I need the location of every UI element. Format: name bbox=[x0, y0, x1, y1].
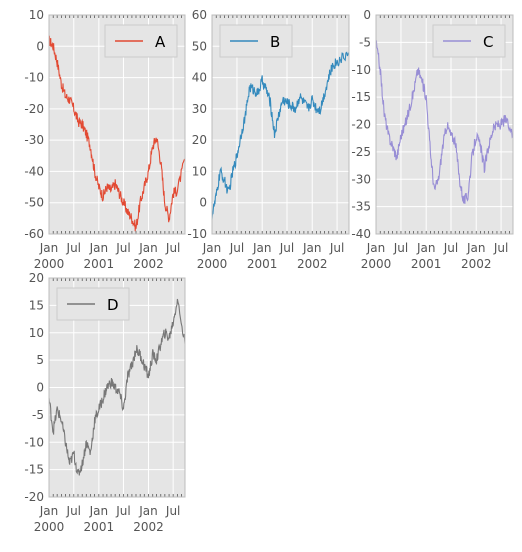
x-year-label-d: 2001 bbox=[84, 520, 115, 534]
x-tick-label-b: Jan bbox=[202, 241, 222, 255]
x-tick-label-c: Jan bbox=[366, 241, 386, 255]
x-tick-label-d: Jan bbox=[39, 504, 59, 518]
legend-label-d: D bbox=[107, 296, 119, 314]
y-tick-label-b: 10 bbox=[192, 164, 207, 178]
x-year-label-d: 2002 bbox=[133, 520, 164, 534]
x-tick-label-c: Jan bbox=[416, 241, 436, 255]
x-tick-label-a: Jan bbox=[89, 241, 109, 255]
x-tick-label-c: Jul bbox=[393, 241, 408, 255]
y-tick-label-c: -25 bbox=[351, 145, 371, 159]
y-tick-label-d: 15 bbox=[29, 298, 44, 312]
y-tick-label-d: -10 bbox=[24, 435, 44, 449]
y-tick-label-c: -20 bbox=[351, 118, 371, 132]
axes-frame-b bbox=[211, 14, 350, 235]
x-tick-label-a: Jan bbox=[39, 241, 59, 255]
legend-label-a: A bbox=[155, 33, 166, 51]
y-tick-label-b: 20 bbox=[192, 133, 207, 147]
y-tick-label-c: -35 bbox=[351, 200, 371, 214]
x-tick-label-b: Jan bbox=[302, 241, 322, 255]
y-tick-label-b: -10 bbox=[187, 227, 207, 241]
x-year-label-c: 2001 bbox=[411, 257, 442, 271]
y-tick-label-d: -5 bbox=[32, 408, 44, 422]
series-line-b bbox=[211, 51, 350, 220]
axes-frame-d bbox=[48, 277, 186, 498]
axes-frame-a bbox=[48, 14, 186, 235]
series-line-c bbox=[375, 40, 514, 204]
y-tick-label-b: 40 bbox=[192, 71, 207, 85]
x-tick-label-b: Jul bbox=[279, 241, 294, 255]
x-tick-label-c: Jan bbox=[466, 241, 486, 255]
x-tick-label-a: Jul bbox=[66, 241, 81, 255]
y-tick-label-c: 0 bbox=[363, 8, 371, 22]
y-tick-label-d: -20 bbox=[24, 490, 44, 504]
y-tick-label-a: -40 bbox=[24, 164, 44, 178]
x-tick-label-d: Jul bbox=[66, 504, 81, 518]
series-line-d bbox=[48, 298, 186, 476]
y-tick-label-a: 0 bbox=[36, 39, 44, 53]
x-tick-label-a: Jul bbox=[115, 241, 130, 255]
x-year-label-d: 2000 bbox=[34, 520, 65, 534]
x-year-label-c: 2000 bbox=[361, 257, 392, 271]
y-tick-label-a: -30 bbox=[24, 133, 44, 147]
x-tick-label-a: Jan bbox=[138, 241, 158, 255]
y-tick-label-c: -10 bbox=[351, 63, 371, 77]
y-tick-label-c: -40 bbox=[351, 227, 371, 241]
x-year-label-b: 2000 bbox=[197, 257, 228, 271]
y-tick-label-a: -50 bbox=[24, 196, 44, 210]
axes-frame-c bbox=[375, 14, 514, 235]
x-tick-label-d: Jan bbox=[138, 504, 158, 518]
y-tick-label-a: -60 bbox=[24, 227, 44, 241]
y-tick-label-d: 20 bbox=[29, 271, 44, 285]
y-tick-label-d: 5 bbox=[36, 353, 44, 367]
x-tick-label-c: Jul bbox=[443, 241, 458, 255]
y-tick-label-b: 0 bbox=[199, 196, 207, 210]
x-year-label-a: 2000 bbox=[34, 257, 65, 271]
y-tick-label-c: -5 bbox=[359, 35, 371, 49]
y-tick-label-b: 30 bbox=[192, 102, 207, 116]
y-tick-label-b: 50 bbox=[192, 39, 207, 53]
x-tick-label-d: Jan bbox=[89, 504, 109, 518]
y-tick-label-c: -15 bbox=[351, 90, 371, 104]
x-tick-label-c: Jul bbox=[493, 241, 508, 255]
y-tick-label-a: -10 bbox=[24, 71, 44, 85]
legend-label-c: C bbox=[483, 33, 493, 51]
y-tick-label-d: -15 bbox=[24, 463, 44, 477]
x-year-label-a: 2001 bbox=[84, 257, 115, 271]
y-tick-label-d: 10 bbox=[29, 326, 44, 340]
x-tick-label-d: Jul bbox=[115, 504, 130, 518]
x-year-label-c: 2002 bbox=[461, 257, 492, 271]
y-tick-label-a: -20 bbox=[24, 102, 44, 116]
x-tick-label-d: Jul bbox=[165, 504, 180, 518]
x-tick-label-b: Jul bbox=[229, 241, 244, 255]
x-tick-label-b: Jan bbox=[252, 241, 272, 255]
y-tick-label-a: 10 bbox=[29, 8, 44, 22]
x-year-label-a: 2002 bbox=[133, 257, 164, 271]
x-tick-label-b: Jul bbox=[329, 241, 344, 255]
x-tick-label-a: Jul bbox=[165, 241, 180, 255]
y-tick-label-d: 0 bbox=[36, 381, 44, 395]
x-year-label-b: 2001 bbox=[247, 257, 278, 271]
legend-label-b: B bbox=[270, 33, 280, 51]
y-tick-label-c: -30 bbox=[351, 172, 371, 186]
y-tick-label-b: 60 bbox=[192, 8, 207, 22]
series-line-a bbox=[48, 35, 186, 232]
x-year-label-b: 2002 bbox=[297, 257, 328, 271]
